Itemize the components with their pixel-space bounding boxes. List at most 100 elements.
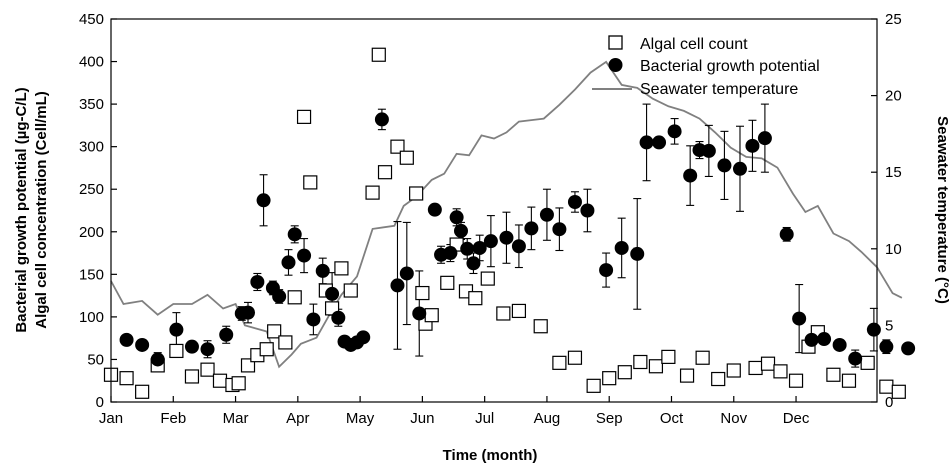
bacterial-point bbox=[272, 289, 287, 304]
algal-point bbox=[617, 365, 632, 380]
x-axis-title: Time (month) bbox=[443, 447, 538, 464]
bacterial-point bbox=[150, 352, 165, 367]
bacterial-point bbox=[241, 305, 256, 320]
bacterial-point bbox=[745, 138, 760, 153]
algal-point bbox=[679, 368, 695, 383]
legend: Algal cell count Bacterial growth potent… bbox=[592, 35, 820, 98]
bacterial-point bbox=[466, 256, 481, 271]
algal-point bbox=[415, 285, 430, 301]
y-tick-label-left: 200 bbox=[79, 224, 104, 241]
algal-point bbox=[860, 355, 875, 370]
algal-point bbox=[552, 355, 567, 370]
x-tick-label: Feb bbox=[160, 410, 186, 427]
legend-label-bacterial: Bacterial growth potential bbox=[640, 58, 820, 75]
bacterial-point bbox=[200, 342, 215, 357]
bacterial-point bbox=[472, 240, 487, 255]
algal-point bbox=[711, 371, 726, 387]
y-axis-title-left-line1: Bacterial growth potential (µg-C/L) bbox=[13, 87, 30, 332]
x-tick-label: Aug bbox=[534, 410, 561, 427]
bacterial-point bbox=[757, 131, 772, 146]
bacterial-point bbox=[427, 202, 442, 217]
x-tick-label: Nov bbox=[720, 410, 747, 427]
algal-point bbox=[468, 291, 483, 306]
bacterial-point bbox=[683, 168, 698, 183]
algal-point bbox=[287, 290, 302, 305]
y-tick-label-left: 250 bbox=[79, 181, 104, 198]
bacterial-point bbox=[287, 227, 302, 242]
bacterial-point bbox=[315, 263, 330, 278]
bacterial-point bbox=[804, 332, 819, 347]
algal-point bbox=[169, 343, 184, 359]
bacterial-point bbox=[792, 311, 807, 326]
algal-point bbox=[303, 175, 318, 190]
y-tick-label-right: 0 bbox=[885, 394, 893, 411]
algal-point bbox=[891, 384, 906, 399]
bacterial-point bbox=[449, 210, 464, 225]
algal-point bbox=[661, 349, 676, 364]
bacterial-point bbox=[412, 306, 427, 321]
bacterial-point bbox=[599, 263, 614, 278]
algal-marker-layer bbox=[103, 47, 906, 399]
legend-marker-algal-square bbox=[608, 35, 623, 50]
bacterial-point bbox=[701, 143, 716, 158]
algal-point bbox=[879, 379, 894, 394]
algal-point bbox=[695, 350, 710, 365]
bacterial-point bbox=[817, 332, 832, 347]
temperature-line bbox=[110, 60, 903, 369]
y-tick-label-left: 50 bbox=[87, 351, 104, 368]
algal-point bbox=[533, 319, 548, 334]
bacterial-point bbox=[630, 246, 645, 261]
bacterial-point bbox=[866, 322, 881, 337]
legend-label-algal: Algal cell count bbox=[640, 36, 748, 53]
algal-point bbox=[267, 324, 282, 339]
algal-point bbox=[511, 303, 527, 319]
algal-point bbox=[278, 335, 293, 350]
bacterial-point bbox=[879, 339, 894, 354]
algal-point bbox=[212, 373, 228, 388]
y-tick-label-left: 0 bbox=[96, 394, 104, 411]
y-tick-label-right: 10 bbox=[885, 241, 902, 258]
bacterial-point bbox=[580, 203, 595, 218]
algal-point bbox=[602, 371, 617, 386]
algal-point bbox=[648, 359, 664, 374]
bacterial-point bbox=[453, 223, 468, 238]
bacterial-point bbox=[135, 337, 150, 352]
algal-point bbox=[424, 308, 439, 323]
x-tick-label: Sep bbox=[596, 410, 623, 427]
y-axis-title-left-line2: Algal cell concentration (Cell/mL) bbox=[33, 91, 50, 329]
y-tick-label-right: 5 bbox=[885, 317, 893, 334]
bacterial-point bbox=[499, 230, 514, 245]
bacterial-point bbox=[652, 135, 667, 150]
algal-point bbox=[371, 47, 386, 62]
legend-marker-bacterial-circle bbox=[608, 58, 623, 72]
algal-point bbox=[184, 369, 200, 384]
y-tick-label-right: 15 bbox=[885, 164, 902, 181]
algal-point bbox=[826, 367, 841, 382]
bacterial-point bbox=[732, 161, 747, 176]
algal-point bbox=[231, 376, 246, 391]
algal-point bbox=[748, 360, 763, 376]
x-tick-label: May bbox=[346, 410, 375, 427]
y-tick-label-left: 150 bbox=[79, 266, 104, 283]
bacterial-point bbox=[552, 222, 567, 237]
x-tick-label: Apr bbox=[286, 410, 309, 427]
bacterial-point bbox=[511, 239, 526, 254]
x-tick-label: Oct bbox=[660, 410, 684, 427]
bacterial-point bbox=[219, 327, 234, 342]
x-tick-label: Jul bbox=[475, 410, 494, 427]
bacterial-point bbox=[119, 332, 134, 347]
algal-point bbox=[773, 364, 788, 379]
x-tick-label: Mar bbox=[223, 410, 249, 427]
bacterial-point bbox=[250, 274, 265, 289]
plot-frame bbox=[110, 18, 878, 403]
bacterial-point bbox=[832, 337, 847, 352]
bacterial-point bbox=[848, 351, 863, 366]
bacterial-point bbox=[524, 221, 539, 236]
bacterial-point bbox=[256, 193, 271, 208]
bacterial-point bbox=[169, 322, 184, 337]
bacterial-point bbox=[331, 310, 346, 325]
algal-point bbox=[200, 362, 215, 377]
algal-point bbox=[296, 109, 312, 124]
algal-point bbox=[119, 371, 134, 386]
algal-point bbox=[841, 373, 857, 388]
